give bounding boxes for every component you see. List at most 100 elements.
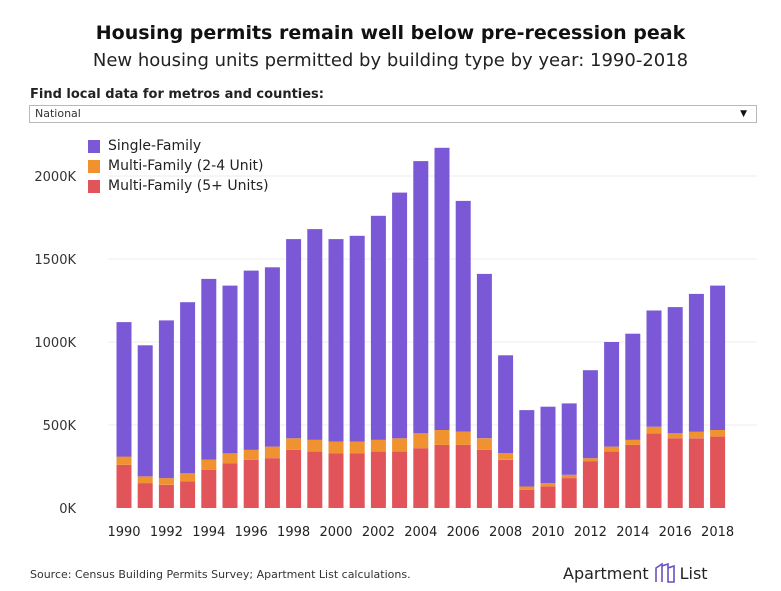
bar-multi-family-2-4-unit-2011[interactable] xyxy=(561,474,577,479)
y-tick-label: 2000K xyxy=(34,170,76,185)
bar-single-family-1991[interactable] xyxy=(137,345,153,477)
bar-single-family-2002[interactable] xyxy=(370,215,386,440)
y-tick-label: 0K xyxy=(59,502,76,517)
bar-multi-family-5-units-2014[interactable] xyxy=(625,444,641,508)
bar-multi-family-5-units-1999[interactable] xyxy=(307,451,323,508)
geography-select[interactable]: National ▼ xyxy=(29,105,757,123)
legend-item-single-family[interactable]: Single-Family xyxy=(88,136,269,156)
x-tick-label: 1998 xyxy=(277,525,310,540)
bar-multi-family-5-units-2004[interactable] xyxy=(413,448,429,508)
bar-single-family-2005[interactable] xyxy=(434,147,450,431)
bar-single-family-1992[interactable] xyxy=(158,320,174,479)
logo-text-apartment: Apartment xyxy=(563,563,649,583)
bar-multi-family-5-units-2003[interactable] xyxy=(392,451,408,508)
bar-multi-family-5-units-1997[interactable] xyxy=(264,458,280,508)
bar-multi-family-2-4-unit-2005[interactable] xyxy=(434,430,450,445)
legend-item-multi-family-5-plus[interactable]: Multi-Family (5+ Units) xyxy=(88,176,269,196)
bar-multi-family-2-4-unit-1992[interactable] xyxy=(158,478,174,485)
bar-multi-family-2-4-unit-2006[interactable] xyxy=(455,431,471,445)
chevron-down-icon[interactable]: ▼ xyxy=(740,109,747,119)
bar-single-family-2011[interactable] xyxy=(561,403,577,475)
bar-multi-family-2-4-unit-2001[interactable] xyxy=(349,441,365,454)
bar-multi-family-2-4-unit-2015[interactable] xyxy=(646,426,662,434)
bars xyxy=(116,147,726,509)
bar-multi-family-5-units-2010[interactable] xyxy=(540,486,556,508)
bar-single-family-1998[interactable] xyxy=(286,239,302,439)
bar-single-family-1990[interactable] xyxy=(116,322,132,457)
bar-multi-family-5-units-1995[interactable] xyxy=(222,463,238,508)
bar-multi-family-5-units-1994[interactable] xyxy=(201,469,217,508)
bar-multi-family-5-units-1991[interactable] xyxy=(137,483,153,508)
bar-single-family-2003[interactable] xyxy=(392,192,408,439)
bar-multi-family-5-units-2006[interactable] xyxy=(455,444,471,508)
bar-multi-family-5-units-1998[interactable] xyxy=(286,449,302,508)
bar-multi-family-2-4-unit-1999[interactable] xyxy=(307,439,323,452)
bar-single-family-2010[interactable] xyxy=(540,406,556,484)
bar-multi-family-2-4-unit-2000[interactable] xyxy=(328,441,344,454)
bar-single-family-2008[interactable] xyxy=(498,355,514,454)
bar-single-family-2014[interactable] xyxy=(625,333,641,440)
bar-single-family-2018[interactable] xyxy=(710,285,726,430)
bar-single-family-2004[interactable] xyxy=(413,161,429,434)
bar-multi-family-5-units-2002[interactable] xyxy=(370,451,386,508)
bar-multi-family-2-4-unit-2018[interactable] xyxy=(710,430,726,437)
bar-multi-family-5-units-1993[interactable] xyxy=(180,481,196,508)
bar-single-family-2015[interactable] xyxy=(646,310,662,427)
bar-single-family-2001[interactable] xyxy=(349,235,365,442)
bar-multi-family-5-units-2005[interactable] xyxy=(434,444,450,508)
bar-multi-family-2-4-unit-2013[interactable] xyxy=(604,446,620,452)
bar-multi-family-2-4-unit-1993[interactable] xyxy=(180,473,196,482)
bar-multi-family-2-4-unit-2014[interactable] xyxy=(625,439,641,445)
bar-multi-family-2-4-unit-2009[interactable] xyxy=(519,486,535,490)
bar-multi-family-2-4-unit-2016[interactable] xyxy=(667,433,683,439)
x-tick-label: 2016 xyxy=(659,525,692,540)
bar-multi-family-5-units-2007[interactable] xyxy=(476,449,492,508)
bar-multi-family-2-4-unit-2012[interactable] xyxy=(582,458,598,462)
bar-multi-family-2-4-unit-2003[interactable] xyxy=(392,438,408,452)
bar-multi-family-2-4-unit-2010[interactable] xyxy=(540,483,556,487)
bar-multi-family-2-4-unit-2007[interactable] xyxy=(476,438,492,450)
bar-single-family-1997[interactable] xyxy=(264,267,280,447)
bar-multi-family-5-units-2001[interactable] xyxy=(349,453,365,508)
y-axis-tick-labels: 0K 500K 1000K 1500K 2000K xyxy=(34,170,76,517)
bar-multi-family-5-units-1990[interactable] xyxy=(116,464,132,508)
bar-multi-family-5-units-2016[interactable] xyxy=(667,438,683,508)
bar-multi-family-2-4-unit-2017[interactable] xyxy=(688,431,704,439)
bar-single-family-2017[interactable] xyxy=(688,293,704,432)
bar-multi-family-5-units-2009[interactable] xyxy=(519,489,535,508)
bar-single-family-2012[interactable] xyxy=(582,370,598,459)
bar-multi-family-5-units-2000[interactable] xyxy=(328,453,344,508)
bar-multi-family-5-units-2012[interactable] xyxy=(582,461,598,509)
bar-multi-family-5-units-1992[interactable] xyxy=(158,484,174,508)
bar-multi-family-5-units-2011[interactable] xyxy=(561,478,577,508)
bar-multi-family-2-4-unit-1998[interactable] xyxy=(286,438,302,450)
bar-multi-family-2-4-unit-1997[interactable] xyxy=(264,446,280,459)
bar-single-family-2016[interactable] xyxy=(667,307,683,434)
bar-multi-family-5-units-2018[interactable] xyxy=(710,436,726,508)
bar-single-family-2000[interactable] xyxy=(328,239,344,442)
bar-single-family-1999[interactable] xyxy=(307,229,323,440)
bar-multi-family-5-units-2008[interactable] xyxy=(498,459,514,508)
bar-single-family-1995[interactable] xyxy=(222,285,238,454)
bar-multi-family-2-4-unit-2008[interactable] xyxy=(498,453,514,460)
bar-multi-family-2-4-unit-1995[interactable] xyxy=(222,453,238,464)
bar-multi-family-2-4-unit-1991[interactable] xyxy=(137,476,153,484)
bar-multi-family-2-4-unit-1994[interactable] xyxy=(201,459,217,470)
bar-single-family-1996[interactable] xyxy=(243,270,259,450)
legend-item-multi-family-2-4[interactable]: Multi-Family (2-4 Unit) xyxy=(88,156,269,176)
bar-multi-family-2-4-unit-1990[interactable] xyxy=(116,456,132,465)
bar-multi-family-5-units-2015[interactable] xyxy=(646,433,662,508)
bar-multi-family-2-4-unit-2002[interactable] xyxy=(370,439,386,452)
bar-multi-family-5-units-1996[interactable] xyxy=(243,459,259,508)
bar-single-family-1994[interactable] xyxy=(201,278,217,460)
x-tick-label: 1994 xyxy=(192,525,225,540)
bar-single-family-1993[interactable] xyxy=(180,302,196,474)
bar-multi-family-2-4-unit-1996[interactable] xyxy=(243,449,259,460)
bar-single-family-2013[interactable] xyxy=(604,342,620,447)
bar-multi-family-2-4-unit-2004[interactable] xyxy=(413,433,429,449)
bar-single-family-2006[interactable] xyxy=(455,200,471,432)
bar-single-family-2009[interactable] xyxy=(519,410,535,487)
bar-multi-family-5-units-2017[interactable] xyxy=(688,438,704,508)
bar-multi-family-5-units-2013[interactable] xyxy=(604,451,620,508)
bar-single-family-2007[interactable] xyxy=(476,273,492,439)
